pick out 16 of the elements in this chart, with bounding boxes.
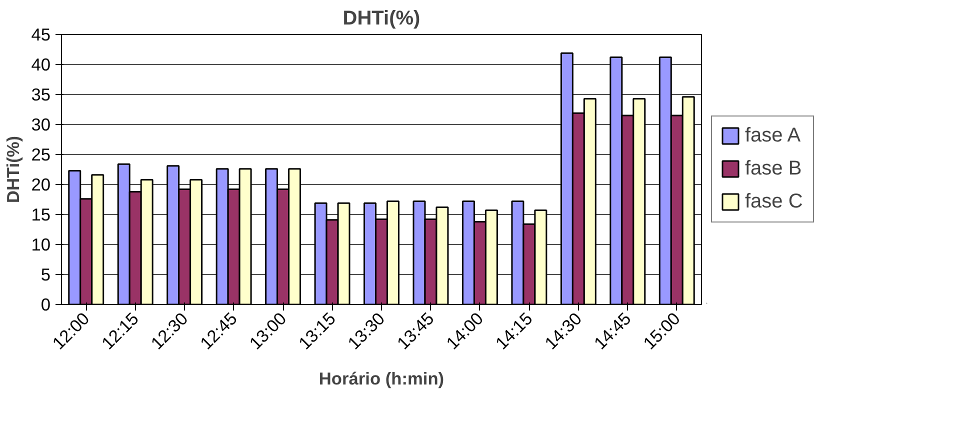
- y-tick-label: 0: [40, 294, 51, 314]
- y-tick-label: 15: [31, 204, 51, 224]
- y-tick-label: 30: [31, 114, 51, 134]
- chart-title: DHTi(%): [342, 8, 420, 30]
- legend-label: fase B: [745, 157, 803, 180]
- y-tick-label: 25: [31, 144, 51, 164]
- y-tick-label: 35: [31, 84, 51, 104]
- y-tick-label: 10: [31, 234, 51, 254]
- y-tick-label: 20: [31, 174, 51, 194]
- y-tick-label: 40: [31, 54, 51, 74]
- legend-label: fase A: [745, 124, 802, 147]
- legend-label: fase C: [745, 190, 804, 213]
- y-tick-label: 5: [40, 264, 51, 284]
- x-axis-title: Horário (h:min): [318, 368, 444, 388]
- y-axis-title: DHTi(%): [3, 136, 24, 204]
- y-tick-label: 45: [31, 24, 51, 44]
